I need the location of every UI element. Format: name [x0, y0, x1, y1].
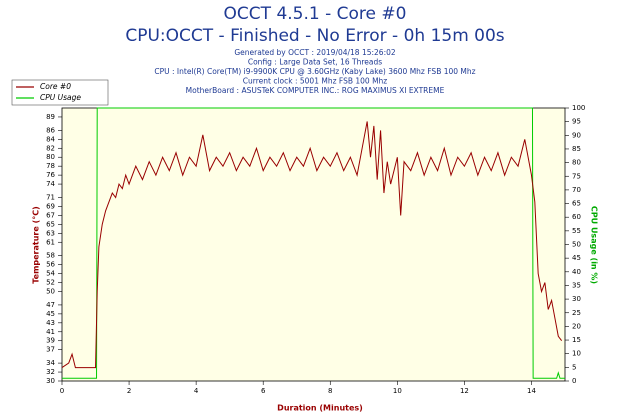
y-tick-label: 32 [46, 368, 55, 376]
y2-tick-label: 30 [572, 295, 581, 303]
y2-tick-label: 35 [572, 281, 581, 289]
y2-tick-label: 90 [572, 131, 581, 139]
y2-tick-label: 5 [572, 363, 576, 371]
y-tick-label: 34 [46, 359, 55, 367]
y2-tick-label: 85 [572, 145, 581, 153]
plot-area [61, 107, 566, 382]
y-tick-label: 58 [46, 252, 55, 260]
chart-title: OCCT 4.5.1 - Core #0 [224, 4, 407, 24]
y-tick-label: 56 [46, 261, 55, 269]
x-tick-label: 4 [194, 387, 199, 395]
y-tick-label: 41 [46, 328, 55, 336]
y-tick-label: 65 [46, 220, 55, 228]
legend-box [11, 79, 109, 106]
y2-tick-label: 65 [572, 200, 581, 208]
info-line: Generated by OCCT : 2019/04/18 15:26:02 [234, 48, 396, 57]
x-axis-label: Duration (Minutes) [277, 404, 363, 413]
x-tick-label: 8 [328, 387, 332, 395]
y-tick-label: 76 [46, 171, 55, 179]
y-tick-label: 61 [46, 238, 55, 246]
y2-tick-label: 20 [572, 322, 581, 330]
y2-tick-label: 55 [572, 227, 581, 235]
x-tick-label: 0 [60, 387, 64, 395]
y-tick-label: 50 [46, 287, 55, 295]
y-tick-label: 39 [46, 337, 55, 345]
series-line [61, 121, 563, 369]
x-tick-label: 14 [527, 387, 536, 395]
y-tick-label: 84 [46, 135, 55, 143]
y-tick-label: 78 [46, 162, 55, 170]
x-tick-label: 6 [261, 387, 266, 395]
y2-tick-label: 0 [572, 377, 576, 385]
y-tick-label: 71 [46, 194, 55, 202]
y2-tick-label: 15 [572, 336, 581, 344]
legend-label: CPU Usage [40, 93, 81, 102]
y-tick-label: 43 [46, 319, 55, 327]
y2-tick-label: 95 [572, 118, 581, 126]
y-tick-label: 47 [46, 301, 55, 309]
y2-tick-label: 10 [572, 350, 581, 358]
x-tick-label: 2 [127, 387, 131, 395]
y-tick-label: 45 [46, 310, 55, 318]
y-tick-label: 89 [46, 113, 55, 121]
y2-tick-label: 70 [572, 186, 581, 194]
y2-axis-label: CPU Usage (in %) [590, 206, 599, 284]
y-tick-label: 82 [46, 144, 55, 152]
y2-tick-label: 40 [572, 268, 581, 276]
y2-tick-label: 25 [572, 309, 581, 317]
y-tick-label: 80 [46, 153, 55, 161]
chart-subtitle: CPU:OCCT - Finished - No Error - 0h 15m … [125, 26, 504, 46]
y-tick-label: 69 [46, 202, 55, 210]
y2-tick-label: 80 [572, 159, 581, 167]
series-line [62, 107, 565, 379]
info-line: Config : Large Data Set, 16 Threads [248, 58, 382, 67]
legend-label: Core #0 [40, 82, 71, 91]
y2-tick-label: 45 [572, 254, 581, 262]
y-tick-label: 37 [46, 346, 55, 354]
y2-tick-label: 100 [572, 104, 585, 112]
x-tick-label: 12 [460, 387, 469, 395]
y-tick-label: 52 [46, 279, 55, 287]
y-tick-label: 86 [46, 126, 55, 134]
y-axis-label: Temperature (°C) [32, 206, 41, 284]
x-tick-label: 10 [393, 387, 402, 395]
y-tick-label: 30 [46, 377, 55, 385]
y-tick-label: 54 [46, 270, 55, 278]
info-line: CPU : Intel(R) Core(TM) i9-9900K CPU @ 3… [154, 67, 475, 76]
y2-tick-label: 75 [572, 172, 581, 180]
y2-tick-label: 60 [572, 213, 581, 221]
y-tick-label: 63 [46, 229, 55, 237]
y2-tick-label: 50 [572, 241, 581, 249]
info-line: Current clock : 5001 Mhz FSB 100 Mhz [243, 77, 388, 86]
info-line: MotherBoard : ASUSTeK COMPUTER INC.: ROG… [186, 86, 445, 95]
y-tick-label: 74 [46, 180, 55, 188]
y-tick-label: 67 [46, 211, 55, 219]
